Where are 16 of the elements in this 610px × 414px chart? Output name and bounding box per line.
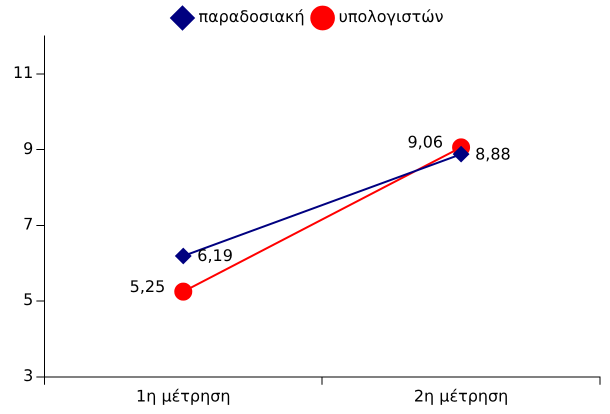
- point: [453, 146, 470, 162]
- point: [174, 282, 192, 301]
- y-tick-label: 3: [23, 366, 34, 385]
- data-label: 5,25: [130, 276, 166, 296]
- data-label: 6,19: [197, 246, 233, 266]
- y-tick-label: 9: [23, 138, 34, 158]
- legend-label: υπολογιστών: [338, 7, 444, 26]
- x-tick-label: 1η μέτρηση: [136, 386, 230, 406]
- legend-label: παραδοσιακή: [198, 7, 305, 26]
- y-tick-label: 5: [23, 290, 34, 310]
- y-tick-label: 11: [13, 63, 34, 82]
- point: [175, 248, 192, 264]
- y-tick-label: 7: [23, 214, 34, 234]
- data-label: 9,06: [407, 132, 444, 152]
- data-label: 8,88: [475, 144, 511, 164]
- x-tick-label: 2η μέτρηση: [414, 386, 508, 406]
